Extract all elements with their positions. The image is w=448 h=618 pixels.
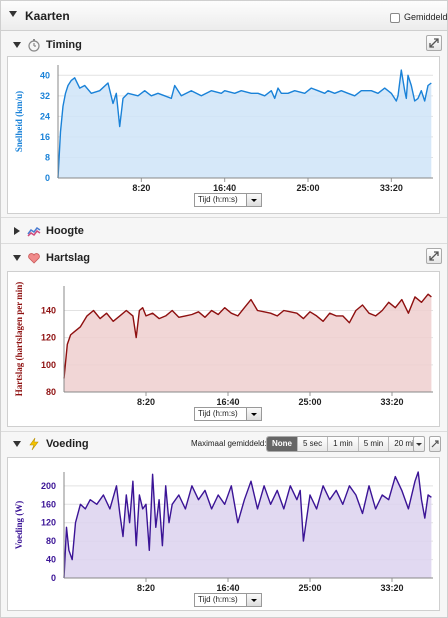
- moving-average-option-5min[interactable]: 5 min: [358, 437, 390, 451]
- y-tick-label: 16: [40, 132, 50, 142]
- moving-average-label: Maximaal gemiddeld:: [191, 439, 267, 448]
- section-header-hartslag[interactable]: Hartslag: [1, 247, 447, 271]
- x-tick-label: 8:20: [137, 583, 155, 593]
- time-axis-select[interactable]: Tijd (h:m:s): [194, 193, 262, 207]
- collapse-triangle-icon[interactable]: [13, 42, 21, 48]
- x-tick-label: 25:00: [298, 583, 321, 593]
- divider: [1, 217, 447, 218]
- expand-chart-button[interactable]: [426, 35, 442, 51]
- section-header-voeding[interactable]: Voeding: [1, 433, 447, 457]
- collapse-triangle-icon[interactable]: [13, 441, 21, 447]
- series-area: [58, 70, 432, 178]
- y-tick-label: 140: [41, 305, 56, 315]
- y-tick-label: 0: [51, 573, 56, 583]
- heart-rate-chart-svg: 80 100 120 140 8:20 16:40 25:00 33:20 Hartslag (…: [14, 282, 433, 407]
- speed-chart: 0 8 16 24 32 40 8:20 16:40 25:00 33:20 Snelheid (k…: [7, 56, 440, 214]
- expand-icon: [431, 440, 439, 448]
- heart-icon: [28, 253, 40, 264]
- section-header-hoogte[interactable]: Hoogte: [1, 220, 447, 244]
- x-tick-label: 16:40: [216, 397, 239, 407]
- y-axis-label: Hartslag (hartslagen per min): [14, 282, 24, 397]
- x-tick-label: 16:40: [216, 583, 239, 593]
- y-tick-label: 8: [45, 152, 50, 162]
- y-tick-label: 200: [41, 481, 56, 491]
- collapse-triangle-icon[interactable]: [9, 11, 17, 17]
- time-axis-select[interactable]: Tijd (h:m:s): [194, 593, 262, 607]
- speed-chart-svg: 0 8 16 24 32 40 8:20 16:40 25:00 33:20 Snelheid (k…: [14, 65, 433, 193]
- elevation-icon: [27, 226, 41, 237]
- x-tick-label: 25:00: [298, 397, 321, 407]
- section-header-timing[interactable]: Timing: [1, 34, 447, 58]
- series-area: [64, 294, 432, 392]
- y-axis-label: Voeding (W): [14, 501, 24, 549]
- y-tick-label: 80: [46, 387, 56, 397]
- chevron-down-icon: [246, 594, 261, 606]
- y-tick-label: 24: [40, 111, 50, 121]
- divider: [1, 243, 447, 244]
- power-chart: 0 40 80 120 160 200 8:20 16:40 25:00 33:20 Voeding…: [7, 457, 440, 611]
- y-tick-label: 120: [41, 518, 56, 528]
- x-tick-label: 33:20: [380, 397, 403, 407]
- panel-header: Kaarten Gemiddeld: [1, 1, 448, 31]
- y-tick-label: 40: [40, 70, 50, 80]
- section-title-hartslag: Hartslag: [46, 252, 91, 264]
- section-title-hoogte: Hoogte: [46, 225, 84, 237]
- x-tick-label: 33:20: [380, 583, 403, 593]
- series-line: [63, 293, 432, 379]
- expand-icon: [429, 251, 439, 261]
- average-label: Gemiddeld: [404, 12, 448, 22]
- y-tick-label: 160: [41, 499, 56, 509]
- x-tick-label: 16:40: [213, 183, 236, 193]
- chevron-down-icon: [246, 408, 261, 420]
- lightning-icon: [29, 437, 39, 451]
- time-axis-select[interactable]: Tijd (h:m:s): [194, 407, 262, 421]
- expand-triangle-icon[interactable]: [14, 227, 20, 235]
- power-chart-svg: 0 40 80 120 160 200 8:20 16:40 25:00 33:20 Voeding…: [14, 471, 433, 593]
- expand-chart-button[interactable]: [429, 436, 441, 452]
- heart-rate-chart: 80 100 120 140 8:20 16:40 25:00 33:20 Hartslag (…: [7, 271, 440, 427]
- series-line: [63, 471, 432, 579]
- x-tick-label: 25:00: [296, 183, 319, 193]
- y-axis-label: Snelheid (km/u): [14, 91, 24, 152]
- divider: [1, 431, 447, 432]
- y-tick-label: 100: [41, 360, 56, 370]
- moving-average-toggle: None 5 sec 1 min 5 min 20 min: [266, 436, 425, 452]
- y-tick-label: 0: [45, 173, 50, 183]
- panel-title: Kaarten: [25, 9, 70, 23]
- section-title-voeding: Voeding: [46, 438, 89, 450]
- series-area: [64, 472, 432, 578]
- y-tick-label: 80: [46, 536, 56, 546]
- moving-average-option-1min[interactable]: 1 min: [328, 437, 359, 451]
- stopwatch-icon: [28, 39, 40, 52]
- chevron-down-icon: [246, 194, 261, 206]
- x-tick-label: 33:20: [380, 183, 403, 193]
- collapse-triangle-icon[interactable]: [13, 255, 21, 261]
- average-checkbox[interactable]: [390, 13, 400, 23]
- y-tick-label: 32: [40, 91, 50, 101]
- expand-icon: [429, 38, 439, 48]
- expand-chart-button[interactable]: [426, 248, 442, 264]
- section-title-timing: Timing: [46, 39, 82, 51]
- y-tick-label: 40: [46, 555, 56, 565]
- moving-average-option-5sec[interactable]: 5 sec: [298, 437, 329, 451]
- x-tick-label: 8:20: [137, 397, 155, 407]
- series-line: [57, 69, 432, 179]
- moving-average-option-none[interactable]: None: [267, 437, 298, 451]
- x-tick-label: 8:20: [132, 183, 150, 193]
- moving-average-dropdown[interactable]: [413, 436, 425, 452]
- y-tick-label: 120: [41, 333, 56, 343]
